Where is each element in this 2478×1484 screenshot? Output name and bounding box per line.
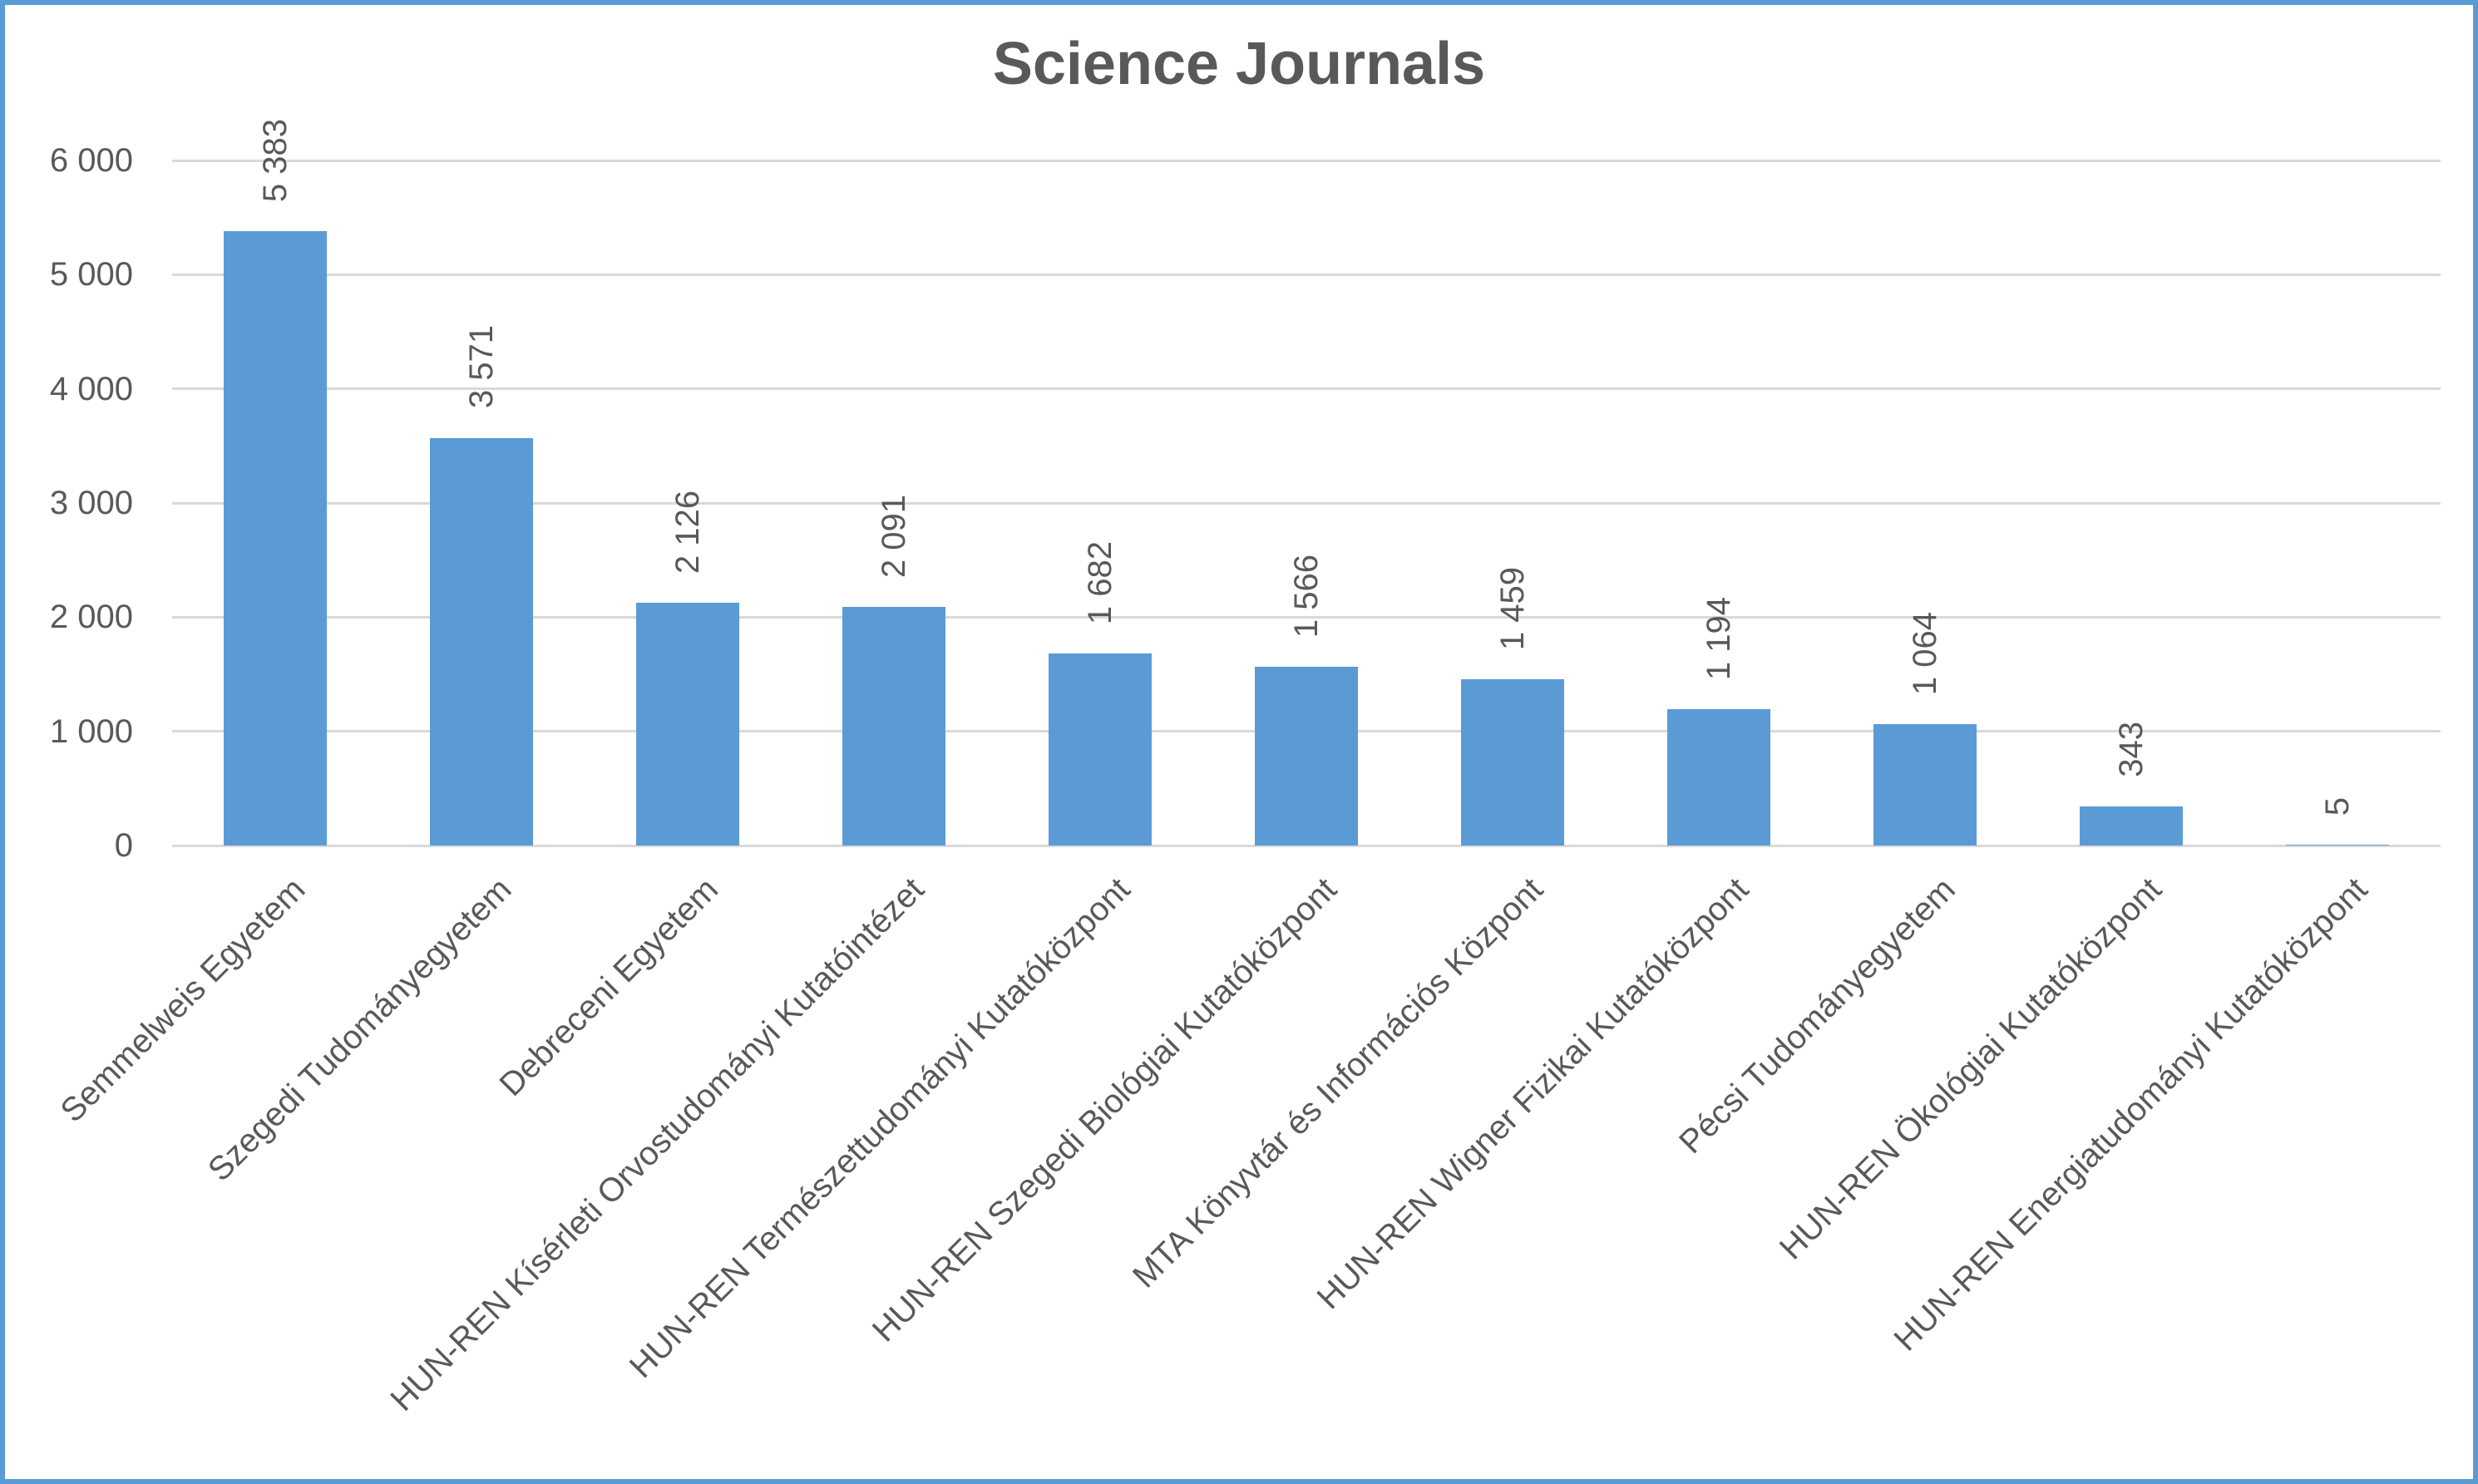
bar-value-label: 3 571 xyxy=(463,325,500,409)
y-axis-tick-label: 5 000 xyxy=(49,256,133,293)
bar xyxy=(1461,678,1564,846)
y-axis-tick-label: 4 000 xyxy=(49,370,133,407)
bar xyxy=(842,606,945,846)
bar-value-label: 1 064 xyxy=(1907,611,1943,695)
chart-title: Science Journals xyxy=(992,31,1486,97)
gridline xyxy=(172,273,2441,276)
gridline xyxy=(172,387,2441,391)
y-axis-tick-label: 3 000 xyxy=(49,485,133,521)
y-axis-tick-label: 1 000 xyxy=(49,712,133,750)
bar xyxy=(1049,653,1152,846)
bar-value-label: 1 194 xyxy=(1701,596,1737,681)
bar xyxy=(636,603,739,846)
bar-value-label: 1 566 xyxy=(1288,554,1325,638)
bar-value-label: 343 xyxy=(2113,722,2150,777)
bar xyxy=(1667,709,1770,846)
x-axis-category-label: HUN-REN Ökológiai Kutatóközpont xyxy=(1772,870,2169,1267)
gridline xyxy=(172,501,2441,505)
bar xyxy=(2286,845,2389,846)
y-axis-tick-label: 2 000 xyxy=(49,599,133,636)
x-axis-category-label: HUN-REN Wigner Fizikai Kutatóközpont xyxy=(1311,870,1756,1317)
x-axis-category-label: Debreceni Egyetem xyxy=(492,870,725,1104)
bar-value-label: 2 126 xyxy=(669,490,706,574)
bar-value-label: 5 xyxy=(2319,797,2356,816)
bar xyxy=(1873,723,1977,846)
x-axis-category-label: MTA Könyvtár és Információs Központ xyxy=(1125,870,1550,1295)
bar-value-label: 1 459 xyxy=(1494,566,1531,650)
gridline xyxy=(172,844,2441,847)
bar-value-label: 5 383 xyxy=(257,118,294,202)
gridline xyxy=(172,615,2441,619)
bar-value-label: 1 682 xyxy=(1082,540,1118,625)
bar xyxy=(224,230,327,846)
y-axis-tick-label: 6 000 xyxy=(49,142,133,179)
bar-value-label: 2 091 xyxy=(876,494,912,578)
bar xyxy=(1255,666,1358,846)
y-axis-tick-label: 0 xyxy=(114,827,133,864)
bar xyxy=(2080,806,2183,846)
x-axis-category-label: HUN-REN Szegedi Biológiai Kutatóközpont xyxy=(865,870,1344,1349)
bar xyxy=(430,437,533,846)
gridline xyxy=(172,159,2441,162)
x-axis-category-label: HUN-REN Energiatudományi Kutatóközpont xyxy=(1887,870,2375,1358)
